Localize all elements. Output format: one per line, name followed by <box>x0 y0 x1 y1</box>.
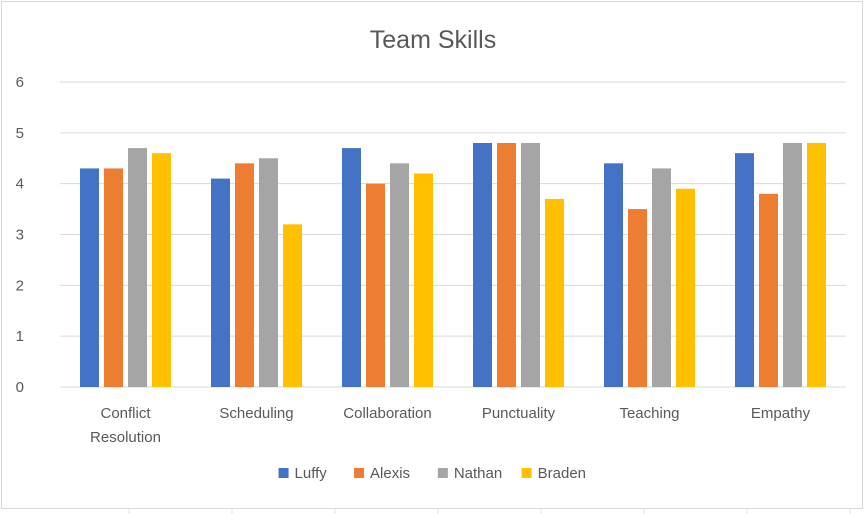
bar-alexis <box>104 168 123 387</box>
bar-braden <box>414 173 433 387</box>
legend-label-luffy: Luffy <box>295 465 328 482</box>
bar-braden <box>676 188 695 387</box>
chart-title: Team Skills <box>370 26 496 54</box>
gridlines <box>60 81 846 388</box>
y-tick-label: 2 <box>16 277 24 294</box>
y-tick-label: 3 <box>16 227 24 244</box>
legend: Luffy Alexis Nathan Braden <box>278 465 586 482</box>
legend-label-braden: Braden <box>538 465 586 482</box>
axes: 0 1 2 3 4 5 6 Conflict Resolution Scheduling Colla… <box>16 74 811 446</box>
bar-nathan <box>390 163 409 387</box>
bar-alexis <box>759 193 778 387</box>
bar-nathan <box>259 158 278 387</box>
bar-braden <box>283 224 302 387</box>
y-tick-label: 1 <box>16 328 24 345</box>
x-tick-label: Punctuality <box>482 405 556 422</box>
bar-luffy <box>342 148 361 387</box>
x-tick-label: Scheduling <box>219 405 293 422</box>
legend-label-alexis: Alexis <box>370 465 410 482</box>
bar-nathan <box>783 143 802 387</box>
legend-label-nathan: Nathan <box>454 465 502 482</box>
bar-alexis <box>628 209 647 387</box>
y-tick-label: 4 <box>16 176 24 193</box>
bar-nathan <box>128 148 147 387</box>
bar-nathan <box>652 168 671 387</box>
bar-luffy <box>80 168 99 387</box>
x-tick-label: Teaching <box>619 405 679 422</box>
bar-alexis <box>366 183 385 387</box>
y-tick-label: 0 <box>16 379 24 396</box>
bar-braden <box>152 153 171 387</box>
y-tick-label: 5 <box>16 125 24 142</box>
legend-swatch-luffy <box>278 468 289 478</box>
x-tick-label: Collaboration <box>343 405 431 422</box>
x-tick-label: Empathy <box>751 405 811 422</box>
bar-nathan <box>521 143 540 387</box>
legend-swatch-nathan <box>437 468 448 478</box>
legend-swatch-braden <box>521 468 532 478</box>
bar-alexis <box>497 143 516 387</box>
legend-swatch-alexis <box>354 468 365 478</box>
bar-luffy <box>604 163 623 387</box>
bar-luffy <box>473 143 492 387</box>
bars <box>80 143 826 387</box>
bar-braden <box>545 198 564 387</box>
x-tick-label: Conflict Resolution <box>90 405 161 446</box>
y-tick-label: 6 <box>16 74 24 91</box>
bar-luffy <box>211 178 230 387</box>
bar-luffy <box>735 153 754 387</box>
bar-alexis <box>235 163 254 387</box>
bar-braden <box>807 143 826 387</box>
